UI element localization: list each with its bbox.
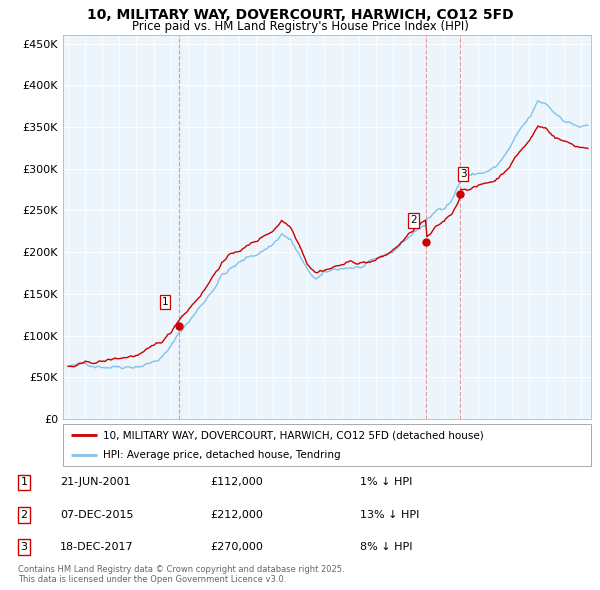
Text: 8% ↓ HPI: 8% ↓ HPI [360, 542, 413, 552]
Text: 2: 2 [20, 510, 28, 520]
Text: 07-DEC-2015: 07-DEC-2015 [60, 510, 133, 520]
Text: 1: 1 [20, 477, 28, 487]
Text: 10, MILITARY WAY, DOVERCOURT, HARWICH, CO12 5FD (detached house): 10, MILITARY WAY, DOVERCOURT, HARWICH, C… [103, 430, 484, 440]
Text: £112,000: £112,000 [210, 477, 263, 487]
Text: £212,000: £212,000 [210, 510, 263, 520]
Text: 1: 1 [161, 297, 169, 307]
Text: 18-DEC-2017: 18-DEC-2017 [60, 542, 134, 552]
Text: HPI: Average price, detached house, Tendring: HPI: Average price, detached house, Tend… [103, 451, 340, 460]
Text: 1% ↓ HPI: 1% ↓ HPI [360, 477, 412, 487]
Text: £270,000: £270,000 [210, 542, 263, 552]
Text: 3: 3 [20, 542, 28, 552]
Text: 21-JUN-2001: 21-JUN-2001 [60, 477, 131, 487]
Text: 10, MILITARY WAY, DOVERCOURT, HARWICH, CO12 5FD: 10, MILITARY WAY, DOVERCOURT, HARWICH, C… [86, 8, 514, 22]
Text: Contains HM Land Registry data © Crown copyright and database right 2025.
This d: Contains HM Land Registry data © Crown c… [18, 565, 344, 584]
Text: 3: 3 [460, 169, 466, 179]
Text: Price paid vs. HM Land Registry's House Price Index (HPI): Price paid vs. HM Land Registry's House … [131, 20, 469, 33]
Text: 13% ↓ HPI: 13% ↓ HPI [360, 510, 419, 520]
Text: 2: 2 [410, 215, 417, 225]
